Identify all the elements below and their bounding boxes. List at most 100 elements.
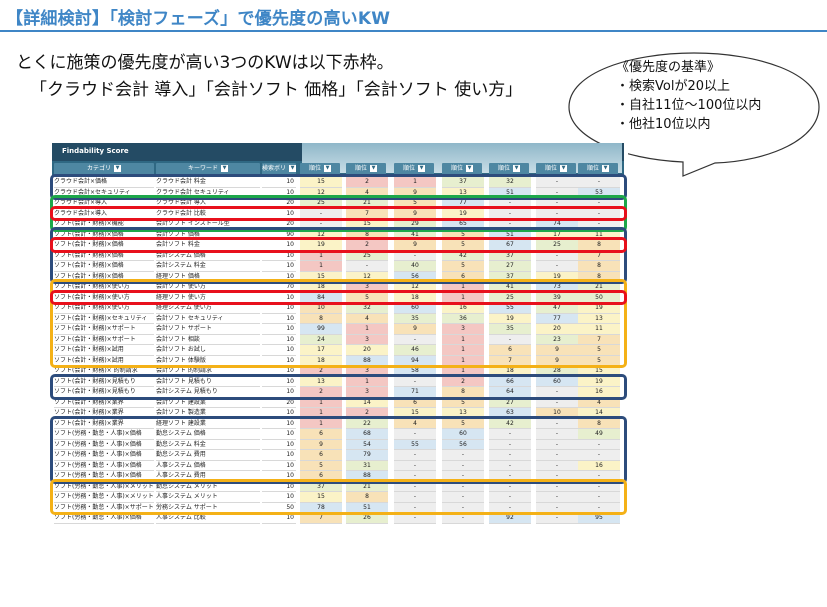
rank-cell: - (578, 450, 620, 461)
rank-cell: 20 (346, 345, 388, 356)
lead-text-line1: とくに施策の優先度が高い3つのKWは以下赤枠。 (16, 53, 394, 73)
frame-amber (50, 279, 627, 368)
rank-cell: 13 (578, 313, 620, 324)
volume-cell: 10 (262, 261, 296, 272)
volume-cell: 10 (262, 482, 296, 492)
column-header-category[interactable]: カテゴリ ▼ (54, 163, 154, 175)
column-header-keyword[interactable]: キーワード ▼ (156, 163, 260, 175)
rank-cell: 7 (578, 250, 620, 261)
filter-dropdown-icon[interactable]: ▼ (418, 165, 425, 172)
rank-cell: - (394, 460, 436, 471)
rank-cell: 5 (578, 345, 620, 356)
rank-cell: 5 (300, 460, 342, 471)
rank-cell: 1 (346, 376, 388, 387)
rank-cell: 6 (489, 345, 531, 356)
keyword-cell: 会計ソフト サポート (156, 324, 260, 335)
table-row: ソフト(会計・財務)×業界 会計ソフト 建設業 20 1 14 6 5 27-4 (52, 397, 624, 408)
rank-cell: 20 (536, 324, 578, 335)
rank-cell: - (536, 439, 578, 450)
rank-cell: 10 (300, 303, 342, 314)
frame-navy (50, 174, 627, 200)
rank-cell: 99 (300, 324, 342, 335)
rank-cell: 7 (578, 334, 620, 345)
filter-dropdown-icon[interactable]: ▼ (602, 165, 609, 172)
rank-cell: 9 (300, 439, 342, 450)
rank-cell: 35 (489, 324, 531, 335)
sheet-title: Findability Score (62, 147, 129, 155)
rank-cell: 17 (300, 345, 342, 356)
rank-cell: 1 (300, 261, 342, 272)
table-row: クラウド会計×導入 クラウド会計 導入 20 25 21 5 77- - - (52, 198, 624, 209)
rank-cell: - (489, 492, 531, 503)
column-header-rank[interactable]: 順位 ▼ (489, 163, 529, 175)
rank-cell: 19 (578, 303, 620, 314)
rank-cell: 15 (300, 177, 342, 188)
table-row: ソフト(労務・勤怠・人事)×メリット 勤怠システム メリット 10 37 21- - - - - (52, 481, 624, 492)
filter-dropdown-icon[interactable]: ▼ (560, 165, 567, 172)
rank-cell: 37 (442, 177, 484, 188)
volume-cell: 10 (262, 345, 296, 356)
rank-cell: 1 (300, 397, 342, 408)
frame-navy (50, 415, 627, 484)
column-header-rank[interactable]: 順位 ▼ (442, 163, 482, 175)
keyword-cell: 勤怠システム 費用 (156, 450, 260, 461)
rank-cell: 5 (442, 261, 484, 272)
keyword-cell: 経理ソフト 建設業 (156, 419, 260, 429)
category-cell: ソフト(労務・勤怠・人事)×価格 (54, 513, 154, 524)
table-row: ソフト(会計・財務)×使い方 経理システム 使い方 10 10 32 60 16 55 47 19 (52, 303, 624, 314)
rank-cell: - (442, 481, 484, 492)
rank-cell: 1 (300, 250, 342, 261)
rank-cell: - (536, 250, 578, 261)
keyword-cell: 勤怠システム メリット (156, 482, 260, 492)
rank-cell: 68 (346, 429, 388, 440)
filter-dropdown-icon[interactable]: ▼ (513, 165, 520, 172)
criteria-item: ・他社10位以内 (616, 117, 711, 132)
filter-dropdown-icon[interactable]: ▼ (114, 165, 121, 172)
criteria-item: ・自社11位～100位以内 (616, 98, 762, 113)
rank-cell: 35 (394, 313, 436, 324)
keyword-cell: 会計ソフト 建設業 (156, 398, 260, 408)
column-header-label: 順位 (497, 165, 510, 172)
rank-cell: - (442, 450, 484, 461)
filter-dropdown-icon[interactable]: ▼ (466, 165, 473, 172)
volume-cell: 10 (262, 335, 296, 345)
rank-cell: - (489, 481, 531, 492)
category-cell: ソフト(労務・勤怠・人事)×メリット (54, 482, 154, 492)
category-cell: ソフト(会計・財務)×サポート (54, 335, 154, 345)
rank-cell: 27 (489, 261, 531, 272)
column-header-rank[interactable]: 順位 ▼ (346, 163, 386, 175)
rank-cell: 8 (346, 492, 388, 503)
column-header-rank[interactable]: 順位 ▼ (578, 163, 618, 175)
filter-dropdown-icon[interactable]: ▼ (370, 165, 377, 172)
filter-dropdown-icon[interactable]: ▼ (289, 165, 297, 172)
category-cell: ソフト(労務・勤怠・人事)×メリット (54, 492, 154, 503)
rank-cell: 4 (346, 313, 388, 324)
volume-cell: 10 (262, 377, 296, 387)
rank-cell: 60 (394, 303, 436, 314)
column-header-rank[interactable]: 順位 ▼ (300, 163, 340, 175)
volume-cell: 10 (262, 450, 296, 461)
volume-cell: 10 (262, 303, 296, 314)
column-header-volume[interactable]: 検索ボリ ▼ (262, 163, 297, 175)
rank-cell: - (489, 429, 531, 440)
rank-cell: - (442, 513, 484, 524)
table-row: ソフト(会計・財務)×価格 会計システム 料金 10 1-40 5 27-8 (52, 261, 624, 272)
filter-dropdown-icon[interactable]: ▼ (221, 165, 228, 172)
filter-dropdown-icon[interactable]: ▼ (324, 165, 331, 172)
keyword-cell: 会計ソフト セキュリティ (156, 314, 260, 324)
column-header-label: 順位 (402, 165, 415, 172)
rank-cell: - (489, 450, 531, 461)
keyword-cell: 会計システム 価格 (156, 251, 260, 261)
category-cell: ソフト(労務・勤怠・人事)×価格 (54, 461, 154, 471)
rank-cell: - (394, 450, 436, 461)
rank-cell: - (489, 460, 531, 471)
rank-cell: 32 (346, 303, 388, 314)
column-header-rank[interactable]: 順位 ▼ (536, 163, 576, 175)
category-cell: ソフト(会計・財務)×セキュリティ (54, 314, 154, 324)
rank-cell: - (346, 261, 388, 272)
frame-red-software-usage (50, 289, 627, 305)
rank-cell: 1 (442, 345, 484, 356)
column-header-rank[interactable]: 順位 ▼ (394, 163, 434, 175)
column-header-label: キーワード (187, 165, 218, 172)
rank-cell: 15 (300, 492, 342, 503)
